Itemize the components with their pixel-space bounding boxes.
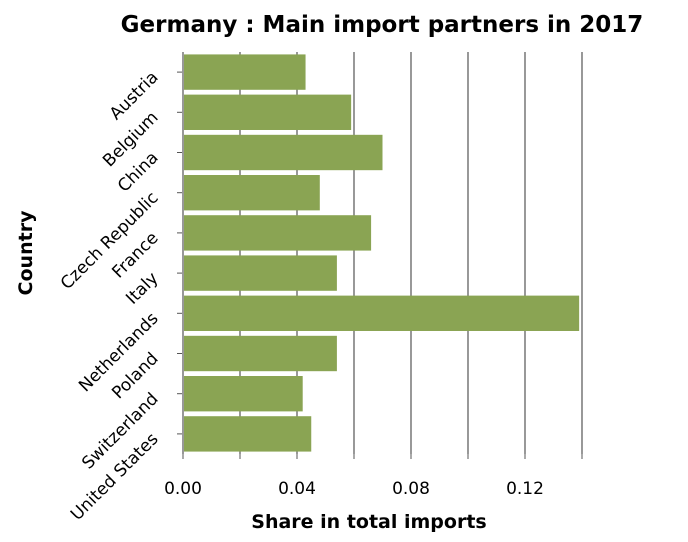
bar-china [184,134,383,171]
x-tick-label: 0.12 [506,479,544,499]
bar-belgium [184,94,352,130]
x-tick-label: 0.04 [278,479,316,499]
chart-title: Germany : Main import partners in 2017 [121,12,644,38]
bar-switzerland [184,376,303,412]
bar-france [184,215,372,251]
x-tick-label: 0.00 [164,479,202,499]
bar-poland [184,335,337,372]
y-axis-label: Country [15,210,37,296]
bar-italy [184,255,337,291]
bars [184,54,580,452]
x-tick-label: 0.08 [392,479,430,499]
bar-netherlands [184,295,580,331]
bar-united-states [184,416,312,452]
bar-austria [184,54,306,90]
bar-czech-republic [184,175,320,211]
x-axis-label: Share in total imports [251,511,486,533]
x-axis-ticks: 0.00 0.04 0.08 0.12 [164,454,583,499]
